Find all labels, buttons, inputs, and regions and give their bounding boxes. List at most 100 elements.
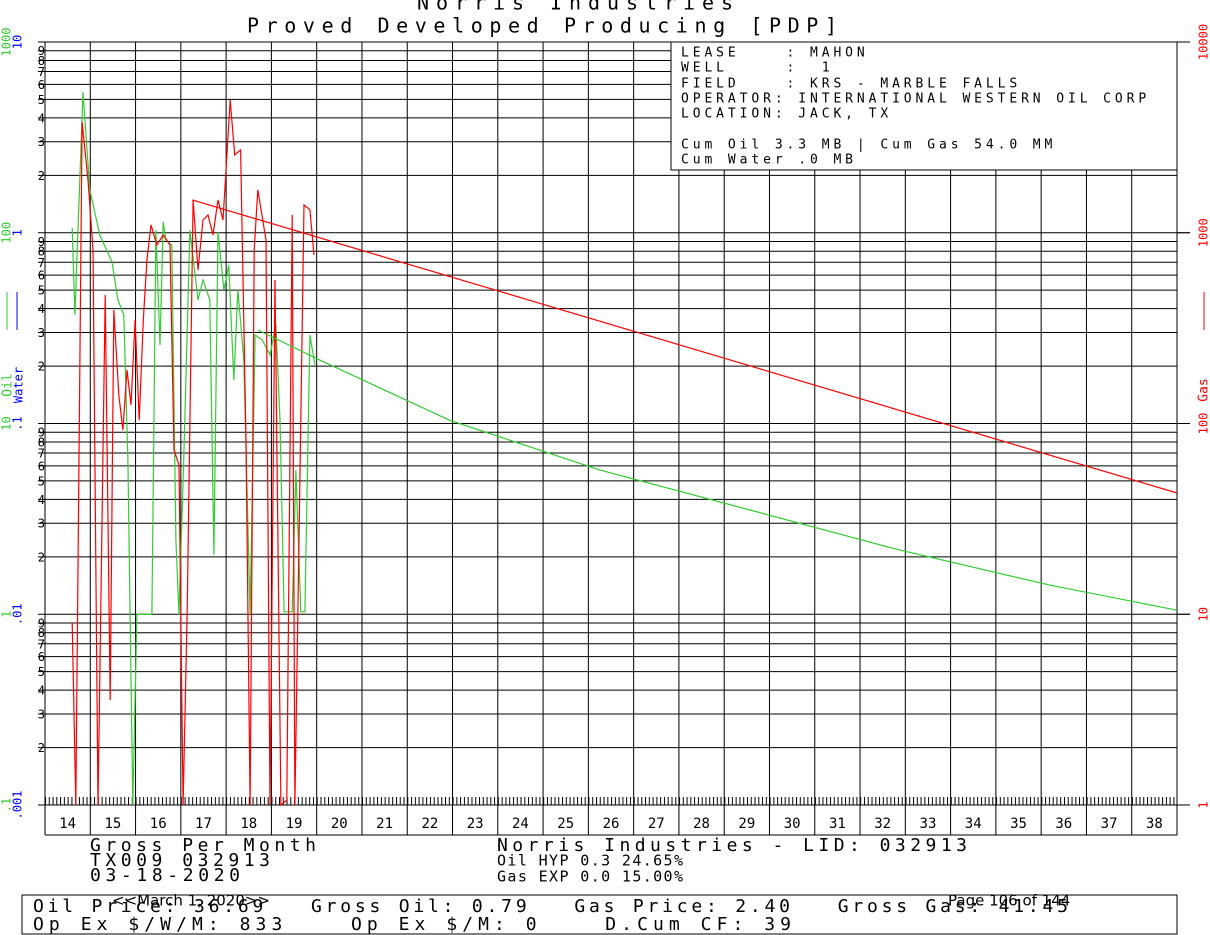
info-box: [670, 41, 1178, 171]
water-tick-label: 10: [11, 35, 25, 49]
x-tick-label: 26: [603, 816, 620, 832]
y-minor-tick-label: 3: [38, 135, 45, 149]
y-minor-tick-label: 7: [38, 65, 45, 79]
x-tick-label: 19: [286, 816, 303, 832]
footer-center: Norris Industries - LID: 032913: [497, 835, 967, 856]
chart-title: Norris Industries: [417, 0, 733, 15]
month-hashes: [45, 797, 1177, 805]
series: [71, 91, 1178, 807]
info-line: FIELD : KRS - MARBLE FALLS: [681, 77, 1021, 92]
y-minor-tick-label: 7: [38, 637, 45, 651]
gas-axis-label: Gas: [1197, 378, 1210, 401]
economics-line: Oil Price: 36.69 Gross Oil: 0.79 Gas Pri…: [33, 896, 1068, 917]
x-tick-label: 15: [104, 816, 121, 832]
water-tick-label: .001: [11, 791, 25, 820]
footer-left: 03-18-2020: [90, 865, 240, 886]
info-line: Cum Water .0 MB: [681, 153, 857, 168]
x-tick-label: 29: [738, 816, 755, 832]
info-line: Cum Oil 3.3 MB | Cum Gas 54.0 MM: [681, 138, 1056, 153]
y-minor-tick-label: 9: [38, 426, 45, 440]
oil-tick-label: 10: [0, 416, 14, 430]
oil-tick-label: 1000: [0, 28, 14, 57]
y-minor-tick-label: 3: [38, 517, 45, 531]
x-tick-label: 32: [874, 816, 891, 832]
water-tick-label: .01: [11, 603, 25, 625]
gas-tick-label: 10000: [1197, 24, 1210, 60]
x-tick-label: 27: [648, 816, 665, 832]
oil-tick-label: .1: [0, 798, 14, 812]
x-tick-label: 34: [965, 816, 982, 832]
footer-left: TX009 032913: [90, 850, 270, 871]
y-minor-tick-label: 8: [38, 245, 45, 259]
x-tick-label: 16: [150, 816, 167, 832]
x-tick-label: 22: [421, 816, 438, 832]
info-line: LOCATION: JACK, TX: [681, 107, 892, 122]
y-minor-tick-label: 7: [38, 447, 45, 461]
footer-left: Gross Per Month: [90, 835, 316, 856]
info-line: WELL : 1: [681, 61, 833, 76]
y-minor-tick-label: 6: [38, 78, 45, 92]
series-line: [71, 91, 316, 806]
y-minor-tick-label: 6: [38, 459, 45, 473]
gas-tick-label: 1: [1197, 801, 1210, 808]
y-minor-tick-label: 2: [38, 550, 45, 564]
oil-axis-label: Oil: [1, 373, 16, 396]
y-minor-tick-label: 9: [38, 44, 45, 58]
y-minor-tick-label: 4: [38, 111, 45, 125]
report-date: <<March 1, 2020>>: [112, 892, 270, 910]
gas-tick-label: 100: [1197, 413, 1210, 435]
info-line: OPERATOR: INTERNATIONAL WESTERN OIL CORP: [681, 92, 1150, 107]
x-tick-label: 30: [784, 816, 801, 832]
y-minor-tick-label: 5: [38, 474, 45, 488]
y-minor-tick-label: 9: [38, 235, 45, 249]
y-minor-tick-label: 8: [38, 54, 45, 68]
x-tick-label: 28: [693, 816, 710, 832]
y-minor-tick-label: 5: [38, 665, 45, 679]
gas-tick-label: 1000: [1197, 218, 1210, 247]
y-minor-tick-label: 2: [38, 169, 45, 183]
gas-tick-label: 10: [1197, 607, 1210, 621]
x-tick-label: 18: [240, 816, 257, 832]
water-tick-label: .1: [11, 416, 25, 430]
series-line: [192, 199, 1178, 494]
y-minor-tick-label: 6: [38, 269, 45, 283]
y-minor-tick-label: 8: [38, 626, 45, 640]
chart-subtitle: Proved Developed Producing [PDP]: [247, 14, 837, 38]
footer-center: Gas EXP 0.0 15.00%: [497, 868, 683, 886]
footer-center: Oil HYP 0.3 24.65%: [497, 852, 683, 870]
x-tick-label: 37: [1101, 816, 1118, 832]
y-minor-tick-label: 8: [38, 435, 45, 449]
oil-tick-label: 100: [0, 222, 14, 244]
x-tick-label: 20: [331, 816, 348, 832]
economics-box: [21, 894, 1178, 935]
x-tick-label: 25: [557, 816, 574, 832]
page-number: Page 106 of 144: [948, 892, 1070, 910]
x-tick-label: 35: [1010, 816, 1027, 832]
series-line: [71, 99, 315, 807]
economics-line: Op Ex $/W/M: 833 Op Ex $/M: 0 D.Cum CF: …: [33, 914, 791, 935]
x-tick-label: 36: [1055, 816, 1072, 832]
y-minor-tick-label: 9: [38, 616, 45, 630]
x-tick-label: 17: [195, 816, 212, 832]
y-minor-tick-label: 3: [38, 707, 45, 721]
x-tick-label: 14: [59, 816, 76, 832]
y-minor-tick-label: 5: [38, 284, 45, 298]
y-minor-tick-label: 4: [38, 302, 45, 316]
series-line: [257, 329, 1178, 611]
info-line: LEASE : MAHON: [681, 46, 869, 61]
x-tick-label: 23: [467, 816, 484, 832]
water-tick-label: 1: [11, 229, 25, 236]
water-axis-label: Water: [12, 367, 26, 403]
x-tick-label: 24: [512, 816, 529, 832]
x-tick-label: 38: [1146, 816, 1163, 832]
oil-tick-label: 1: [0, 611, 14, 618]
y-minor-tick-label: 7: [38, 256, 45, 270]
y-minor-tick-label: 3: [38, 326, 45, 340]
y-minor-tick-label: 2: [38, 741, 45, 755]
x-tick-label: 33: [920, 816, 937, 832]
x-tick-label: 31: [829, 816, 846, 832]
y-minor-tick-label: 4: [38, 684, 45, 698]
y-minor-tick-label: 5: [38, 93, 45, 107]
